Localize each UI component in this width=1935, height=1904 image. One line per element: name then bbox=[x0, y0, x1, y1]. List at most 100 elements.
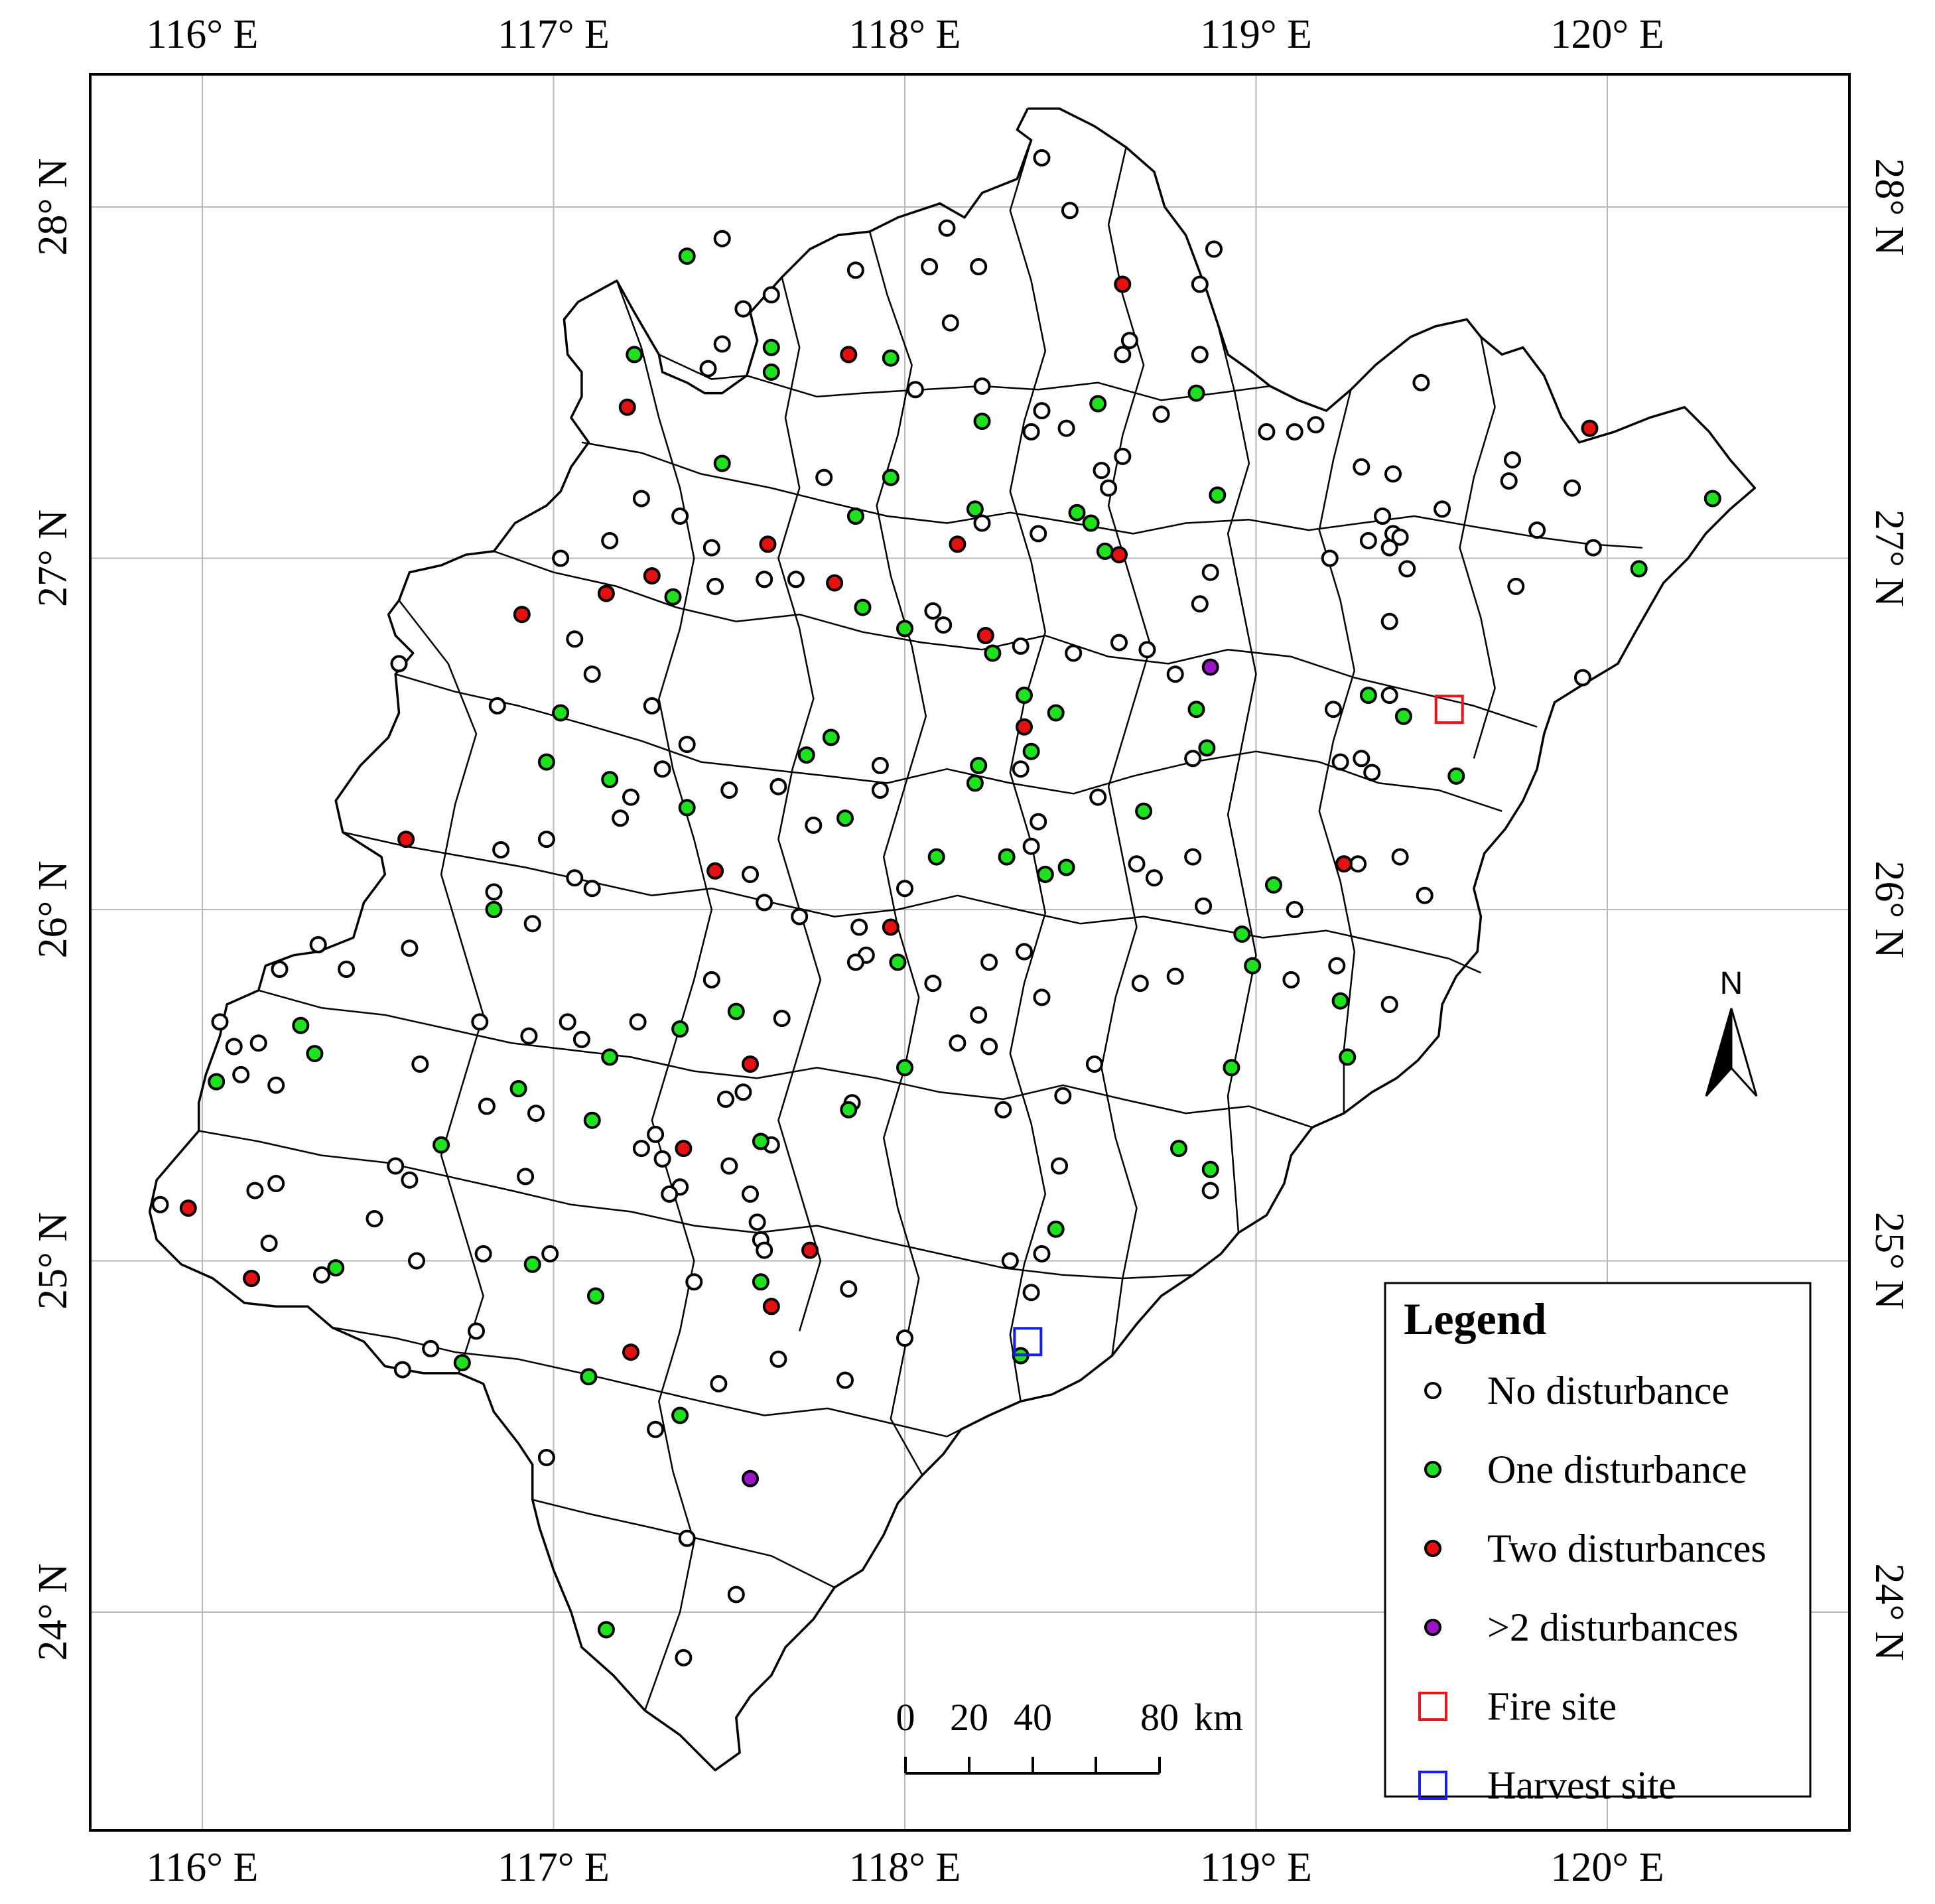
scale-unit: km bbox=[1194, 1696, 1243, 1739]
site-marker-none bbox=[393, 1361, 411, 1379]
site-marker-none bbox=[1564, 479, 1581, 497]
site-marker-two bbox=[397, 831, 415, 849]
site-marker-none bbox=[921, 258, 939, 275]
site-marker-none bbox=[1191, 346, 1209, 364]
site-marker-one bbox=[970, 756, 988, 774]
site-marker-none bbox=[1166, 967, 1184, 985]
site-marker-two bbox=[675, 1140, 693, 1158]
site-marker-none bbox=[612, 809, 630, 827]
site-marker-one bbox=[1082, 514, 1100, 532]
site-marker-none bbox=[1573, 669, 1591, 687]
site-marker-more bbox=[742, 1469, 759, 1487]
scale-label-0: 0 bbox=[896, 1696, 915, 1739]
site-marker-one bbox=[1187, 384, 1205, 402]
site-marker-none bbox=[699, 360, 717, 377]
site-marker-none bbox=[471, 1013, 489, 1031]
legend-symbol-one bbox=[1424, 1461, 1441, 1478]
site-markers bbox=[151, 149, 1721, 1666]
site-marker-none bbox=[1191, 275, 1209, 293]
site-marker-one bbox=[836, 809, 854, 827]
site-marker-none bbox=[815, 468, 833, 486]
site-marker-one bbox=[896, 1059, 913, 1077]
site-marker-one bbox=[882, 349, 900, 367]
lat-label-left: 24° N bbox=[31, 1563, 76, 1661]
site-marker-none bbox=[1033, 988, 1051, 1006]
site-marker-none bbox=[517, 1168, 535, 1186]
site-marker-none bbox=[970, 258, 988, 275]
site-marker-none bbox=[787, 571, 805, 588]
site-marker-none bbox=[653, 1150, 671, 1168]
legend-label-none: No disturbance bbox=[1487, 1369, 1729, 1412]
province-outline bbox=[148, 107, 1757, 1772]
lat-label-right: 25° N bbox=[1867, 1212, 1912, 1310]
site-marker-one bbox=[327, 1259, 345, 1277]
site-marker-one bbox=[1703, 490, 1721, 508]
site-marker-none bbox=[1114, 447, 1132, 465]
county-boundary bbox=[398, 600, 484, 1374]
site-marker-none bbox=[970, 1006, 988, 1024]
site-marker-none bbox=[973, 377, 991, 395]
site-marker-two bbox=[840, 346, 858, 364]
site-marker-none bbox=[850, 918, 868, 936]
legend-label-one: One disturbance bbox=[1487, 1448, 1747, 1491]
site-marker-none bbox=[1022, 423, 1040, 441]
lon-label-bottom: 120° E bbox=[1550, 1845, 1664, 1890]
site-marker-none bbox=[1380, 612, 1398, 630]
site-marker-one bbox=[1201, 1160, 1219, 1178]
lat-label-right: 28° N bbox=[1867, 158, 1912, 255]
site-marker-one bbox=[1209, 486, 1227, 504]
site-marker-one bbox=[1359, 687, 1377, 704]
site-marker-one bbox=[1057, 858, 1075, 876]
legend-label-more: >2 disturbances bbox=[1487, 1605, 1739, 1649]
site-marker-one bbox=[966, 500, 984, 518]
site-marker-one bbox=[882, 468, 900, 486]
site-marker-none bbox=[1353, 750, 1370, 768]
site-marker-none bbox=[1131, 975, 1149, 992]
site-marker-none bbox=[1191, 595, 1209, 613]
site-marker-none bbox=[710, 1375, 728, 1393]
site-marker-two bbox=[622, 1343, 639, 1361]
legend: Legend No disturbance One disturbance Two … bbox=[1384, 1282, 1812, 1807]
lat-label-right: 24° N bbox=[1867, 1563, 1912, 1661]
site-marker-one bbox=[433, 1136, 450, 1154]
site-marker-none bbox=[871, 756, 889, 774]
site-marker-one bbox=[523, 1255, 541, 1273]
scale-label-80: 80 bbox=[1140, 1696, 1179, 1739]
site-marker-one bbox=[485, 901, 503, 918]
site-marker-one bbox=[1630, 560, 1648, 578]
site-marker-none bbox=[1061, 202, 1079, 220]
site-marker-none bbox=[583, 665, 601, 683]
site-marker-one bbox=[671, 1406, 689, 1424]
site-marker-none bbox=[1412, 374, 1430, 391]
county-boundary bbox=[332, 1326, 990, 1438]
site-marker-none bbox=[762, 286, 780, 304]
site-marker-none bbox=[924, 602, 942, 620]
site-marker-none bbox=[643, 697, 661, 714]
site-marker-none bbox=[1022, 837, 1040, 855]
site-marker-none bbox=[756, 894, 773, 912]
site-marker-none bbox=[1152, 405, 1170, 423]
site-marker-none bbox=[632, 490, 650, 508]
site-marker-two bbox=[706, 862, 724, 880]
site-marker-one bbox=[306, 1045, 324, 1063]
legend-title: Legend bbox=[1404, 1294, 1547, 1344]
site-marker-one bbox=[1047, 1220, 1065, 1238]
site-marker-one bbox=[713, 454, 731, 472]
site-marker-none bbox=[246, 1182, 264, 1199]
site-marker-none bbox=[1504, 451, 1521, 469]
legend-label-two: Two disturbances bbox=[1487, 1527, 1767, 1570]
site-marker-none bbox=[1030, 525, 1047, 543]
site-marker-none bbox=[1528, 521, 1546, 539]
site-marker-none bbox=[552, 549, 570, 567]
site-marker-none bbox=[271, 961, 289, 978]
site-marker-none bbox=[980, 953, 998, 971]
site-marker-none bbox=[559, 1013, 576, 1031]
site-marker-none bbox=[1384, 465, 1402, 483]
legend-box bbox=[1384, 1282, 1812, 1798]
site-marker-none bbox=[871, 782, 889, 799]
site-marker-none bbox=[769, 1350, 787, 1368]
legend-symbol-fire bbox=[1418, 1692, 1447, 1721]
site-marker-one bbox=[1447, 767, 1465, 785]
site-marker-one bbox=[1089, 395, 1107, 413]
site-marker-two bbox=[826, 574, 844, 592]
